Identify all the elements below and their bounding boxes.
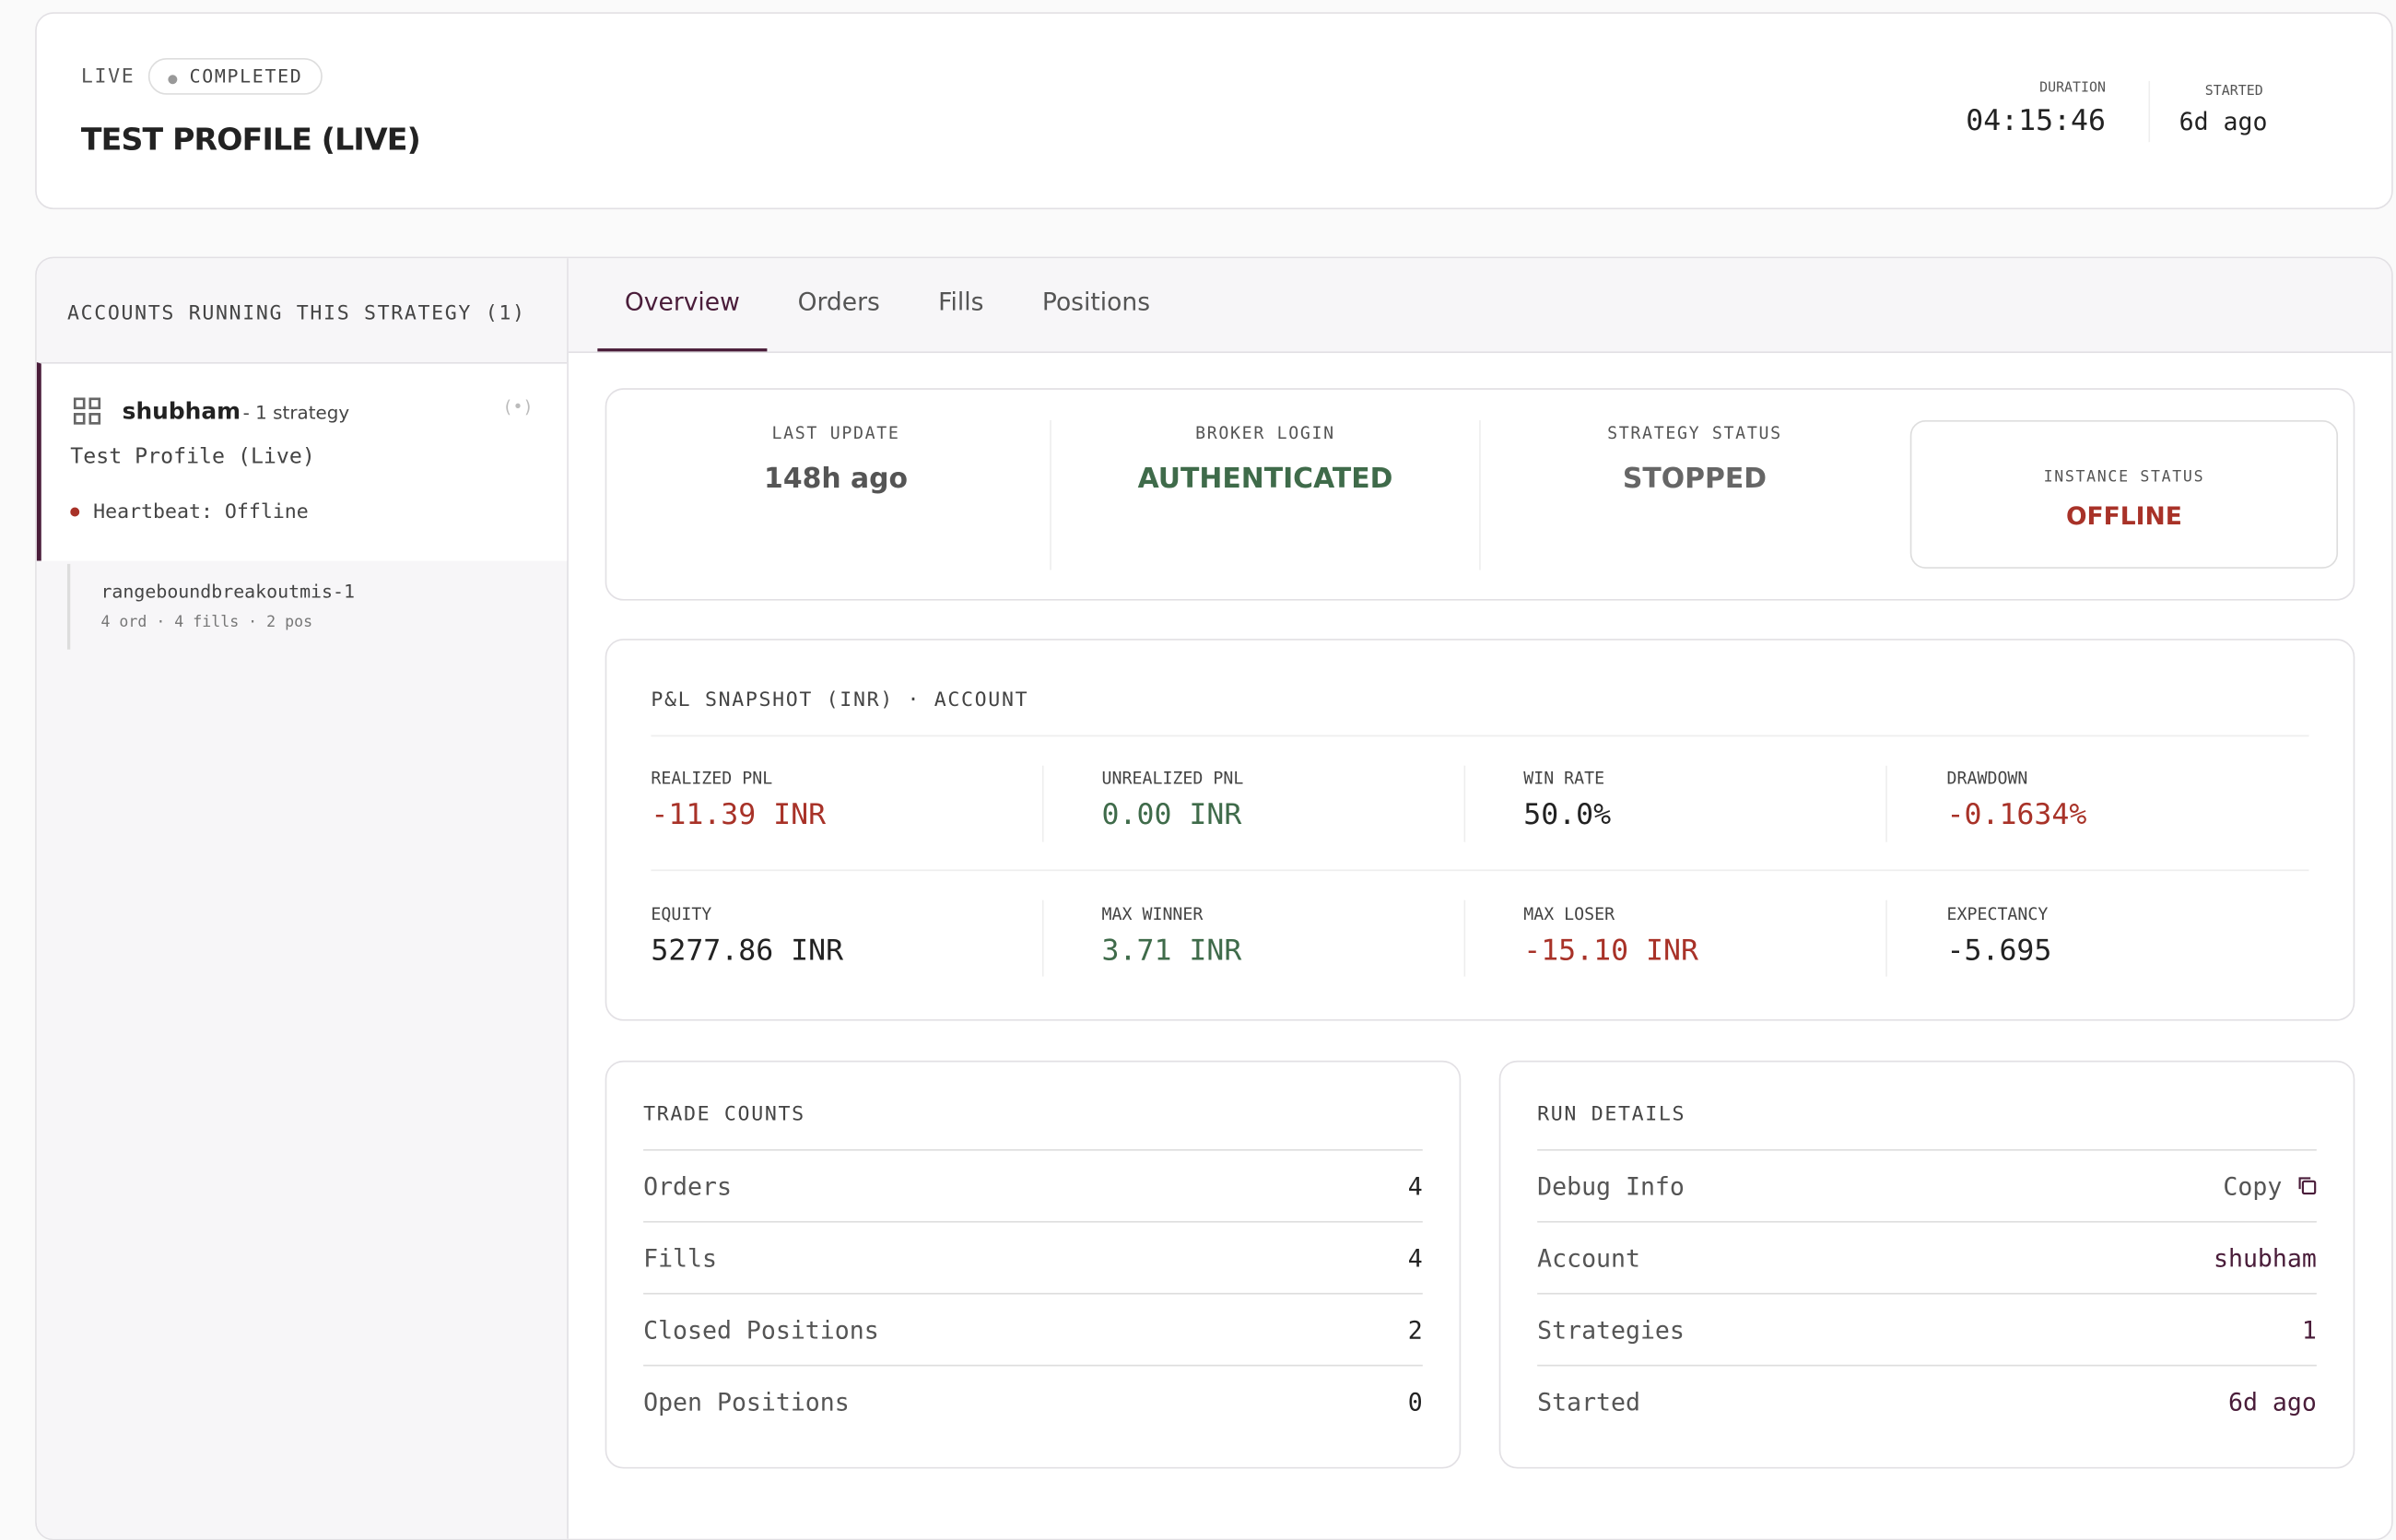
detail-row: Started 6d ago [1537,1364,2317,1437]
metric: WIN RATE 50.0% [1523,769,1906,831]
title: TEST PROFILE (LIVE) [80,120,421,158]
text: -5.695 [1946,934,2052,968]
profile: Test Profile (Live) [70,444,315,470]
sidebar-title: ACCOUNTS RUNNING THIS STRATEGY (1) [66,302,526,326]
metric: UNREALIZED PNL 0.00 INR [1102,769,1485,831]
account-meta: - 1 strategy [242,402,350,424]
detail-row: Account shubham [1537,1220,2317,1293]
tab[interactable]: Positions [1041,287,1151,317]
card-title: TRADE COUNTS [643,1103,805,1127]
status-item: INSTANCE STATUS OFFLINE [1909,420,2339,569]
duration: 04:15:46 [1966,103,2106,138]
text: Copy [2223,1171,2283,1201]
metric: REALIZED PNL -11.39 INR [651,769,1033,831]
text: INSTANCE STATUS [2043,469,2205,487]
text: shubham [2214,1242,2317,1273]
text: UNREALIZED PNL [1101,769,1244,789]
status-item: BROKER LOGIN AUTHENTICATED [1051,390,1479,599]
text: 6d ago [2227,1386,2317,1417]
text: 3.71 INR [1101,934,1242,968]
tab[interactable]: Fills [938,287,984,317]
text: 4 [1407,1171,1423,1201]
text: Started [1537,1386,1640,1417]
tab[interactable]: Overview [597,258,768,352]
text: Orders [643,1171,732,1201]
text: 0.00 INR [1101,797,1242,832]
count-row: Closed Positions 2 [643,1292,1423,1365]
text: MAX WINNER [1101,904,1204,925]
copy-icon [2298,1176,2317,1194]
text: -15.10 INR [1523,934,1698,968]
text: -11.39 INR [651,797,827,832]
detail-row: Strategies 1 [1537,1292,2317,1365]
text: Open Positions [643,1386,850,1417]
mode: LIVE [80,65,135,89]
text: LAST UPDATE [771,423,900,443]
header-card: LIVE COMPLETED TEST PROFILE (LIVE) DURAT… [35,12,2393,210]
tab[interactable]: Orders [797,287,880,317]
started-label: STARTED [2204,84,2263,100]
count-row: Fills 4 [643,1220,1423,1293]
signal-icon: (•) [502,397,534,417]
trade-counts-card: TRADE COUNTS Orders 4 Fills 4 Closed Posit… [605,1060,1462,1469]
metric: EQUITY 5277.86 INR [651,905,1033,968]
text: Debug Info [1537,1171,1685,1201]
text: 1 [2301,1314,2317,1345]
text: AUTHENTICATED [1137,463,1393,496]
grid-icon [73,397,101,425]
text: DRAWDOWN [1946,769,2028,789]
strategy-item[interactable]: rangeboundbreakoutmis-1 4 ord · 4 fills … [66,563,570,650]
duration-label: DURATION [2039,80,2106,97]
text: STRATEGY STATUS [1607,423,1782,443]
text: Strategies [1537,1314,1685,1345]
metric: MAX WINNER 3.71 INR [1102,905,1485,968]
heartbeat: Heartbeat: Offline [93,500,309,524]
metric: DRAWDOWN -0.1634% [1947,769,2330,831]
text: 2 [1407,1314,1423,1345]
status: COMPLETED [189,65,303,88]
text: STOPPED [1622,463,1768,496]
count-row: Open Positions 0 [643,1364,1423,1437]
text: OFFLINE [2065,500,2182,531]
text: EXPECTANCY [1946,904,2049,925]
tabs: Overview Orders Fills Positions [568,258,2392,354]
account-name: shubham [122,397,241,425]
text: Fills [643,1242,717,1273]
text: -0.1634% [1946,797,2087,832]
metric: EXPECTANCY -5.695 [1947,905,2330,968]
metric: MAX LOSER -15.10 INR [1523,905,1906,968]
text: 4 [1407,1242,1423,1273]
status-pill: COMPLETED [147,58,323,95]
detail-row: Debug Info Copy [1537,1148,2317,1221]
status-card: LAST UPDATE 148h ago BROKER LOGIN AUTHENTI… [605,388,2355,601]
run-details-card: RUN DETAILS Debug Info Copy Account shubha… [1498,1060,2355,1469]
text: Closed Positions [643,1314,879,1345]
card-title: RUN DETAILS [1537,1103,1686,1127]
text: BROKER LOGIN [1195,423,1335,443]
text: 0 [1407,1386,1423,1417]
strategy-name: rangeboundbreakoutmis-1 [100,581,355,603]
text: WIN RATE [1523,769,1605,789]
sidebar: ACCOUNTS RUNNING THIS STRATEGY (1) shubh… [36,258,570,1539]
text: 148h ago [764,463,909,496]
text: EQUITY [651,904,712,925]
copy-button[interactable]: Copy [2223,1171,2317,1201]
started: 6d ago [2179,107,2268,136]
text: 5277.86 INR [651,934,844,968]
status-item: LAST UPDATE 148h ago [622,390,1050,599]
text: 50.0% [1523,797,1612,832]
text: MAX LOSER [1523,904,1615,925]
count-row: Orders 4 [643,1148,1423,1221]
pnl-card: P&L SNAPSHOT (INR) · ACCOUNT REALIZED PN… [605,639,2355,1021]
status-item: STRATEGY STATUS STOPPED [1481,390,1909,599]
account-item[interactable]: shubham - 1 strategy (•) Test Profile (L… [36,361,568,561]
text: REALIZED PNL [651,769,773,789]
pnl-title: P&L SNAPSHOT (INR) · ACCOUNT [651,688,1029,712]
text: Account [1537,1242,1640,1273]
strategy-meta: 4 ord · 4 fills · 2 pos [100,614,313,631]
